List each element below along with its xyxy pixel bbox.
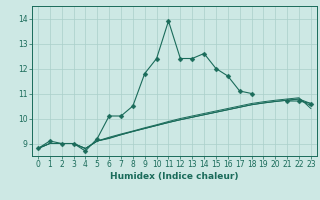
X-axis label: Humidex (Indice chaleur): Humidex (Indice chaleur) <box>110 172 239 181</box>
